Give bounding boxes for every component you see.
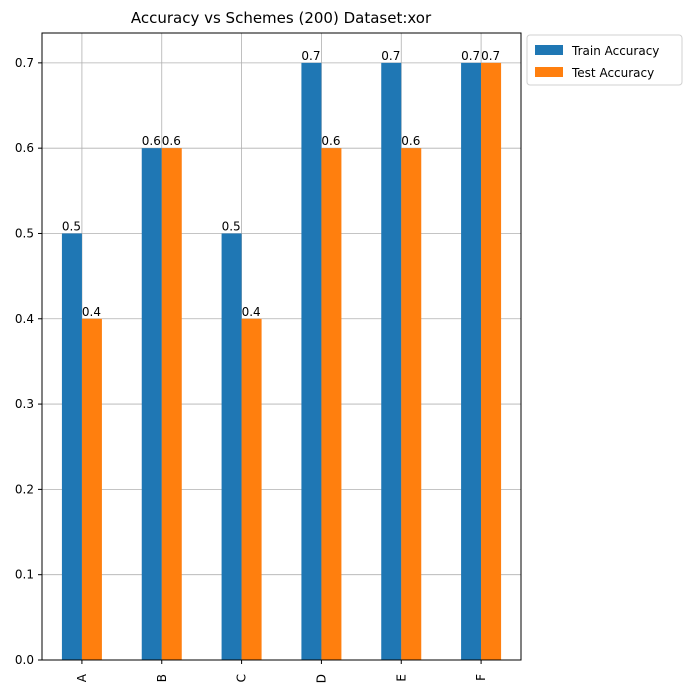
bar-train-F — [461, 62, 482, 661]
data-label: 0.7 — [381, 49, 400, 63]
data-label: 0.6 — [142, 134, 161, 148]
data-label: 0.5 — [62, 219, 81, 233]
y-tick-label: 0.6 — [15, 141, 34, 155]
y-tick-label: 0.0 — [15, 653, 34, 667]
chart-title: Accuracy vs Schemes (200) Dataset:xor — [131, 9, 432, 27]
bar-test-C — [241, 318, 262, 660]
bar-train-E — [381, 62, 402, 661]
x-tick-label: D — [314, 674, 328, 683]
axes: 0.0 0.1 0.2 0.3 0.4 0.5 0.6 0.7 A B C D E F — [15, 56, 488, 683]
legend-swatch — [535, 45, 563, 55]
y-tick-label: 0.3 — [15, 397, 34, 411]
gridlines — [42, 33, 521, 661]
y-tick-label: 0.5 — [15, 226, 34, 240]
bar-train-D — [301, 62, 322, 661]
bar-test-B — [161, 148, 182, 660]
data-label: 0.6 — [162, 134, 181, 148]
y-tick-label: 0.4 — [15, 312, 34, 326]
y-tick-label: 0.2 — [15, 482, 34, 496]
bar-test-E — [401, 148, 422, 660]
bar-train-A — [61, 233, 82, 660]
bar-train-C — [221, 233, 242, 660]
data-label: 0.5 — [222, 219, 241, 233]
legend-label: Test Accuracy — [571, 66, 654, 80]
data-label: 0.6 — [401, 134, 420, 148]
x-tick-label: B — [155, 674, 169, 682]
x-tick-label: F — [474, 674, 488, 681]
bar-test-F — [481, 62, 502, 661]
x-tick-label: A — [75, 673, 89, 682]
bar-test-A — [81, 318, 102, 660]
legend-box — [526, 34, 683, 86]
data-labels: 0.50.40.6 0.60.50.40.70.60.70.60.7 0.7 — [62, 49, 500, 319]
plot-area — [41, 32, 522, 661]
legend-swatch — [535, 67, 563, 77]
data-label: 0.7 — [301, 49, 320, 63]
y-tick-label: 0.7 — [15, 56, 34, 70]
data-label: 0.7 — [461, 49, 480, 63]
data-label: 0.6 — [321, 134, 340, 148]
legend: Train Accuracy Test Accuracy — [526, 34, 683, 86]
bar-test-D — [321, 148, 342, 660]
data-label: 0.4 — [82, 305, 101, 319]
legend-label: Train Accuracy — [571, 44, 659, 58]
y-tick-label: 0.1 — [15, 568, 34, 582]
data-label: 0.4 — [242, 305, 261, 319]
bar-train-B — [141, 148, 162, 660]
x-tick-label: C — [235, 674, 249, 682]
bars — [61, 62, 502, 661]
x-tick-label: E — [394, 674, 408, 682]
data-label: 0.7 — [481, 49, 500, 63]
